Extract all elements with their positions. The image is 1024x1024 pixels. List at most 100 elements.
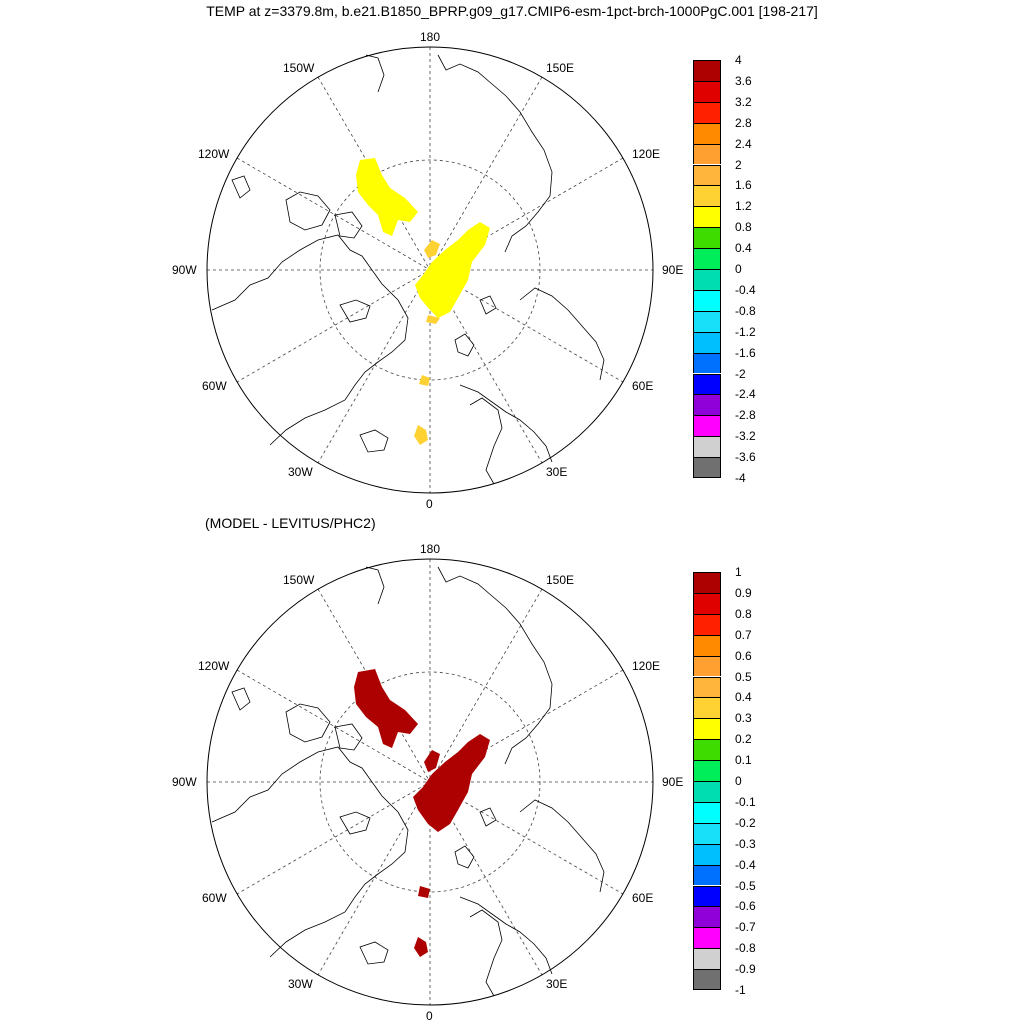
colorbar-box	[693, 60, 721, 81]
colorbar-label: 0.1	[735, 753, 752, 768]
colorbar-box	[693, 122, 721, 144]
colorbar-box	[693, 394, 721, 416]
colorbar-box	[693, 948, 721, 970]
field-region-small-1	[424, 240, 440, 258]
difference-subtitle: (MODEL - LEVITUS/PHC2)	[205, 515, 376, 531]
colorbar-label: 3.2	[735, 94, 752, 109]
label-lon-0: 0	[426, 1009, 433, 1023]
field-region-canada-basin	[354, 669, 418, 748]
top-map-panel: 180 0 150W 150E 120W 120E 90W 90E 60W 60…	[172, 30, 756, 510]
colorbar-box	[693, 352, 721, 374]
field-region-small-2	[426, 315, 440, 324]
map-boundary	[206, 46, 654, 494]
colorbar-box	[693, 80, 721, 102]
colorbar-box	[693, 927, 721, 949]
colorbar-label: 2.4	[735, 136, 752, 151]
colorbar-label: 4	[735, 53, 742, 67]
field-fill-bottom	[354, 669, 490, 957]
colorbar-label: -2.8	[735, 408, 756, 423]
land-coastlines	[211, 54, 605, 485]
colorbar-box	[693, 248, 721, 269]
colorbar-label: 2	[735, 157, 742, 172]
label-lon-90W: 90W	[172, 263, 197, 277]
label-lon-150W: 150W	[283, 573, 315, 587]
colorbar-label: 2.8	[735, 115, 752, 130]
label-lon-30W: 30W	[288, 465, 313, 479]
colorbar-label: -2.4	[735, 387, 756, 402]
colorbar-box	[693, 676, 721, 698]
label-lon-90W: 90W	[172, 775, 197, 789]
label-lon-60E: 60E	[632, 891, 654, 905]
colorbar-label: 0.6	[735, 648, 752, 663]
colorbar-label: 1.6	[735, 178, 752, 193]
label-lon-60W: 60W	[202, 379, 227, 393]
land-coastlines	[211, 566, 605, 997]
colorbar-box	[693, 227, 721, 249]
colorbar-label: 0.9	[735, 585, 752, 600]
colorbar-label: -0.5	[735, 878, 756, 893]
label-lon-90E: 90E	[662, 263, 684, 277]
colorbar-label: -0.1	[735, 794, 756, 809]
colorbar-box	[693, 655, 721, 677]
colorbar-box	[693, 269, 721, 290]
bottom-map-panel: 180 0 150W 150E 120W 120E 90W 90E 60W 60…	[0, 512, 1024, 1024]
colorbar-label: 1.2	[735, 199, 752, 214]
colorbar-label: 1	[735, 565, 742, 579]
colorbar-box	[693, 781, 721, 802]
colorbar-label: 0.8	[735, 606, 752, 621]
colorbar-box	[693, 310, 721, 332]
colorbar-label: 0.4	[735, 690, 752, 705]
label-lon-60W: 60W	[202, 891, 227, 905]
colorbar-box	[693, 822, 721, 844]
colorbar-label: 0.2	[735, 732, 752, 747]
colorbar-box	[693, 415, 721, 437]
field-region-small-4	[414, 937, 428, 957]
colorbar-label: -1	[735, 983, 746, 997]
field-region-small-3	[419, 375, 430, 386]
label-lon-180: 180	[420, 542, 441, 556]
top-polar-map	[206, 46, 654, 494]
field-region-small-3	[418, 886, 430, 898]
colorbar-box	[693, 760, 721, 781]
bottom-polar-map	[206, 558, 654, 1006]
colorbar-box	[693, 718, 721, 740]
colorbar-box	[693, 143, 721, 165]
colorbar-label: 0.4	[735, 241, 752, 256]
colorbar-label: -0.4	[735, 857, 756, 872]
colorbar-label: -0.7	[735, 920, 756, 935]
colorbar-box	[693, 101, 721, 123]
colorbar-box	[693, 289, 721, 311]
colorbar-label: -0.4	[735, 282, 756, 297]
field-region-small-4	[414, 425, 428, 445]
colorbar-label: -0.8	[735, 941, 756, 956]
colorbar-label: 0.8	[735, 220, 752, 235]
label-lon-120E: 120E	[632, 659, 661, 673]
colorbar-label: -0.8	[735, 303, 756, 318]
label-lon-60E: 60E	[632, 379, 654, 393]
colorbar-label: -0.6	[735, 899, 756, 914]
colorbar-label: -4	[735, 471, 746, 485]
label-lon-30W: 30W	[288, 977, 313, 991]
colorbar-box	[693, 185, 721, 207]
colorbar-box	[693, 885, 721, 907]
field-region-eurasian-basin	[413, 734, 490, 832]
label-lon-120W: 120W	[198, 147, 230, 161]
label-lon-150E: 150E	[546, 61, 575, 75]
colorbar-label: -1.6	[735, 345, 756, 360]
figure-title: TEMP at z=3379.8m, b.e21.B1850_BPRP.g09_…	[206, 3, 818, 19]
colorbar-label: -3.2	[735, 429, 756, 444]
colorbar-label: 0	[735, 262, 742, 276]
colorbar-box	[693, 969, 721, 990]
colorbar-box	[693, 864, 721, 886]
colorbar-label: 3.6	[735, 73, 752, 88]
label-lon-90E: 90E	[662, 775, 684, 789]
field-region-canada-basin	[356, 158, 418, 236]
colorbar-box	[693, 634, 721, 656]
colorbar-label: -1.2	[735, 324, 756, 339]
colorbar-label: -0.9	[735, 962, 756, 977]
field-region-eurasian-basin	[415, 222, 490, 318]
label-lon-180: 180	[420, 30, 441, 44]
colorbar-label: 0	[735, 774, 742, 788]
colorbar-box	[693, 373, 721, 395]
colorbar-label: -0.3	[735, 836, 756, 851]
